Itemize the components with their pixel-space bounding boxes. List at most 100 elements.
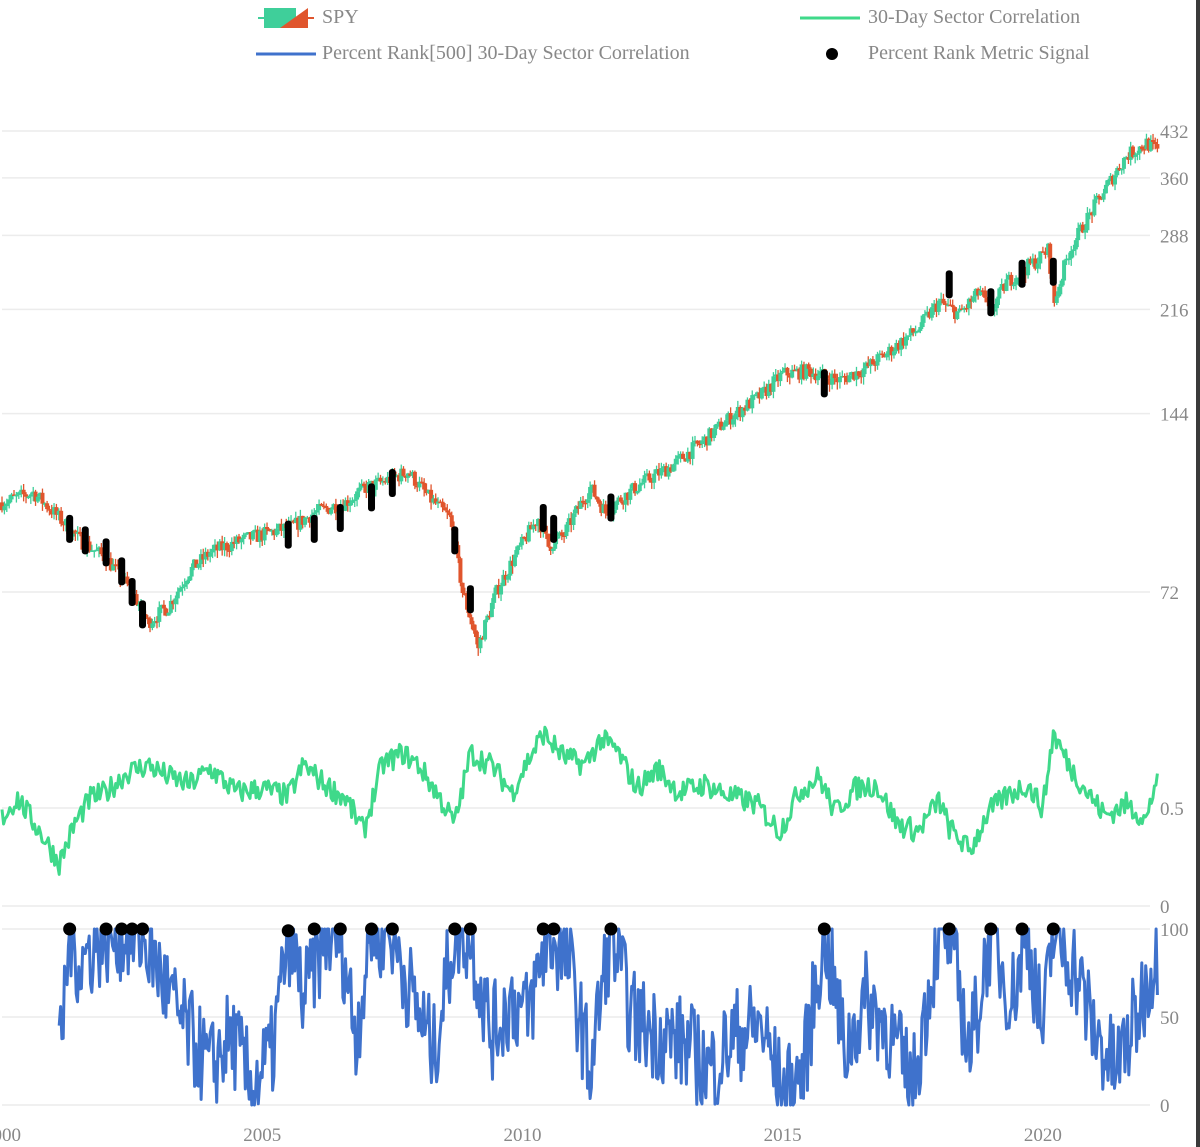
spy-candle bbox=[546, 533, 551, 547]
legend-spy[interactable]: SPY bbox=[322, 6, 359, 28]
spy-candle bbox=[424, 489, 429, 494]
signal-marker bbox=[550, 514, 558, 543]
spy-candle bbox=[740, 407, 745, 418]
spy-candle bbox=[588, 486, 593, 500]
spy-candle bbox=[562, 535, 567, 538]
spy-candle bbox=[125, 576, 130, 584]
spy-candle bbox=[364, 486, 369, 493]
spy-candle bbox=[983, 290, 988, 298]
spy-candle bbox=[877, 353, 882, 356]
spy-candle bbox=[460, 582, 465, 594]
spy-candle bbox=[269, 530, 274, 532]
spy-candle bbox=[959, 308, 964, 311]
spy-candle bbox=[326, 507, 331, 514]
price-tick-label: 288 bbox=[1160, 226, 1189, 247]
spy-candle bbox=[0, 502, 4, 511]
spy-candle bbox=[512, 554, 517, 566]
signal-marker bbox=[128, 578, 136, 606]
spy-candle bbox=[583, 502, 588, 505]
legend-correlation[interactable]: 30-Day Sector Correlation bbox=[868, 6, 1081, 28]
signal-dot bbox=[63, 922, 77, 936]
spy-candle bbox=[471, 624, 476, 631]
spy-candle bbox=[208, 552, 213, 557]
spy-candle bbox=[59, 510, 64, 524]
spy-candle bbox=[601, 504, 606, 513]
spy-candle bbox=[182, 584, 187, 587]
price-tick-label: 360 bbox=[1160, 169, 1189, 190]
spy-candle bbox=[769, 383, 774, 392]
spy-candle bbox=[787, 375, 792, 378]
spy-candle bbox=[566, 518, 571, 525]
spy-candle bbox=[78, 531, 83, 535]
spy-candle bbox=[955, 311, 960, 320]
signal-dot bbox=[333, 922, 347, 936]
spy-candle bbox=[790, 369, 795, 378]
signal-dot bbox=[942, 922, 956, 936]
spy-candle bbox=[89, 550, 94, 552]
percent-rank-tick-label: 50 bbox=[1160, 1008, 1179, 1029]
signal-dot bbox=[1046, 922, 1060, 936]
spy-candle bbox=[776, 374, 781, 382]
spy-candle bbox=[405, 473, 410, 478]
spy-candle bbox=[28, 494, 33, 497]
spy-candle bbox=[936, 300, 941, 312]
spy-candle bbox=[557, 532, 562, 537]
spy-candle bbox=[603, 504, 608, 514]
spy-candle bbox=[397, 475, 402, 482]
spy-candle bbox=[759, 387, 764, 399]
spy-candle bbox=[248, 532, 253, 540]
signal-dot bbox=[99, 922, 113, 936]
spy-candle bbox=[115, 564, 120, 567]
spy-candle bbox=[738, 406, 743, 418]
spy-candle bbox=[735, 406, 740, 414]
spy-candle bbox=[875, 354, 880, 366]
spy-candle bbox=[1046, 243, 1051, 255]
spy-candle bbox=[1066, 258, 1071, 260]
spy-candle bbox=[40, 492, 45, 504]
spy-candle bbox=[175, 591, 180, 599]
spy-candle bbox=[728, 413, 733, 425]
spy-candle bbox=[1146, 138, 1151, 151]
signal-marker bbox=[81, 526, 89, 555]
spy-candle bbox=[501, 574, 506, 587]
spy-candle bbox=[49, 510, 54, 515]
spy-candle bbox=[260, 530, 265, 541]
spy-candle bbox=[1144, 138, 1149, 150]
spy-candle bbox=[668, 467, 673, 472]
spy-candle bbox=[2, 506, 7, 511]
spy-candle bbox=[719, 421, 724, 430]
spy-candle bbox=[1124, 157, 1129, 159]
spy-candle bbox=[927, 311, 932, 318]
spy-candle bbox=[265, 526, 270, 530]
spy-candle bbox=[901, 338, 906, 346]
spy-candle bbox=[818, 371, 823, 376]
spy-candle bbox=[616, 497, 621, 502]
spy-candle bbox=[1096, 195, 1101, 198]
spy-candle bbox=[239, 538, 244, 543]
spy-candle bbox=[971, 296, 976, 302]
spy-candle bbox=[394, 475, 399, 477]
spy-candle bbox=[478, 637, 483, 649]
spy-candle bbox=[24, 494, 29, 497]
price-tick-label: 216 bbox=[1160, 300, 1189, 321]
spy-candle bbox=[345, 500, 350, 506]
spy-candle bbox=[467, 609, 472, 618]
spy-candle bbox=[185, 580, 190, 585]
spy-candle bbox=[597, 499, 602, 504]
spy-candle bbox=[274, 528, 279, 536]
spy-candle bbox=[1090, 212, 1095, 216]
spy-candle bbox=[205, 551, 210, 557]
spy-candle bbox=[73, 530, 78, 534]
spy-candle bbox=[350, 500, 355, 503]
spy-candle bbox=[154, 621, 159, 623]
spy-candle bbox=[750, 395, 755, 409]
spy-candle bbox=[680, 453, 685, 459]
spy-candle bbox=[348, 502, 353, 506]
spy-candle bbox=[792, 369, 797, 372]
legend-signal[interactable]: Percent Rank Metric Signal bbox=[868, 42, 1090, 64]
percent-rank-line bbox=[57, 927, 1159, 1107]
legend-percent-rank[interactable]: Percent Rank[500] 30-Day Sector Correlat… bbox=[322, 42, 690, 64]
spy-candle bbox=[293, 517, 298, 523]
spy-candle bbox=[272, 530, 277, 536]
spy-candle bbox=[976, 288, 981, 296]
